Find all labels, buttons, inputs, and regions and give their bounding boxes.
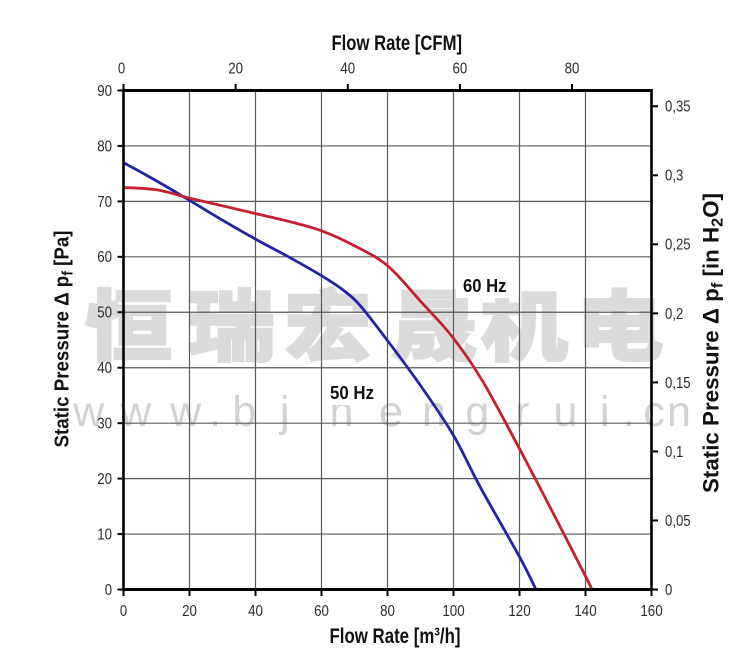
svg-text:70: 70 [97,194,112,211]
svg-text:60: 60 [453,61,468,78]
svg-text:0,3: 0,3 [665,168,683,185]
svg-text:0,35: 0,35 [665,99,691,116]
svg-text:80: 80 [565,61,580,78]
svg-text:50: 50 [97,305,112,322]
svg-text:40: 40 [97,360,112,377]
svg-text:Static Pressure Δ pf [Pa]: Static Pressure Δ pf [Pa] [52,231,77,448]
svg-text:20: 20 [228,61,243,78]
svg-text:Static Pressure Δ pf [in H2O]: Static Pressure Δ pf [in H2O] [699,193,727,493]
svg-text:0: 0 [105,582,113,599]
svg-text:80: 80 [380,603,395,620]
svg-text:Flow Rate [m³/h]: Flow Rate [m³/h] [330,624,461,648]
svg-text:20: 20 [97,471,112,488]
svg-text:Flow Rate [CFM]: Flow Rate [CFM] [332,31,463,55]
svg-text:10: 10 [97,527,112,544]
svg-text:40: 40 [248,603,263,620]
svg-text:0: 0 [665,582,673,599]
svg-text:0: 0 [118,61,126,78]
svg-text:100: 100 [442,603,465,620]
svg-text:40: 40 [340,61,355,78]
svg-text:160: 160 [640,603,663,620]
svg-text:30: 30 [97,416,112,433]
svg-text:60 Hz: 60 Hz [463,276,507,296]
svg-text:0,05: 0,05 [665,513,691,530]
svg-text:140: 140 [574,603,597,620]
svg-text:0,2: 0,2 [665,306,683,323]
svg-text:60: 60 [314,603,329,620]
svg-text:60: 60 [97,249,112,266]
svg-text:0: 0 [120,603,128,620]
svg-text:0,15: 0,15 [665,375,691,392]
svg-text:20: 20 [182,603,197,620]
svg-text:90: 90 [97,83,112,100]
svg-text:120: 120 [508,603,531,620]
svg-text:80: 80 [97,138,112,155]
svg-text:50 Hz: 50 Hz [330,383,374,403]
svg-text:0,1: 0,1 [665,444,683,461]
svg-text:0,25: 0,25 [665,237,691,254]
